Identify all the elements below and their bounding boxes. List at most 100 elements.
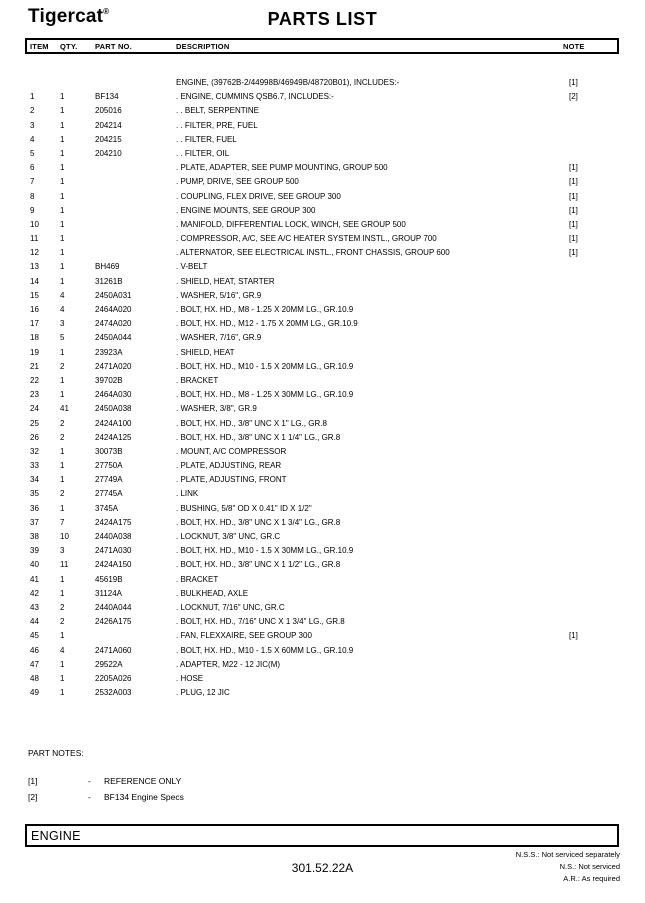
cell-note: [2] [569, 92, 578, 102]
cell-desc: . BOLT, HX. HD., M8 - 1.25 X 20MM LG., G… [176, 305, 354, 314]
cell-part: 31261B [95, 276, 123, 286]
cell-qty: 1 [60, 219, 65, 229]
cell-item: 23 [30, 390, 39, 400]
table-row: 38 10 2440A038 . LOCKNUT, 3/8" UNC, GR.C [30, 530, 620, 544]
cell-qty: 1 [60, 631, 65, 641]
cell-desc: . MANIFOLD, DIFFERENTIAL LOCK, WINCH, SE… [176, 219, 406, 229]
table-row: 13 1 BH469 . V-BELT [30, 260, 620, 274]
cell-note [569, 587, 620, 601]
table-row: 37 7 2424A175 . BOLT, HX. HD., 3/8" UNC X 1… [30, 516, 620, 530]
cell-qty: 1 [60, 92, 65, 102]
cell-desc: . BUSHING, 5/8" OD X 0.41" ID X 1/2" [176, 503, 312, 513]
cell-qty: 1 [60, 574, 65, 584]
cell-item: 32 [30, 446, 39, 456]
cell-note [569, 260, 620, 274]
part-note-separator: - [88, 791, 91, 802]
cell-part: 2471A060 [95, 645, 132, 655]
section-title-box: ENGINE [25, 824, 619, 847]
cell-qty: 2 [60, 418, 65, 428]
table-row: 47 1 29522A . ADAPTER, M22 - 12 JIC(M) [30, 658, 620, 672]
cell-desc: . PLUG, 12 JIC [176, 688, 230, 698]
part-note-ref: [2] [28, 791, 38, 802]
table-row: 41 1 45619B . BRACKET [30, 573, 620, 587]
column-header-note: NOTE [563, 41, 585, 51]
part-note-text: BF134 Engine Specs [104, 791, 184, 802]
cell-item: 42 [30, 588, 39, 598]
cell-desc: . BRACKET [176, 574, 219, 584]
legend-line: N.S.S.: Not serviced separately [515, 850, 620, 859]
cell-part: BH469 [95, 262, 120, 272]
cell-part: 2424A150 [95, 560, 132, 570]
cell-desc: . WASHER, 3/8", GR.9 [176, 404, 257, 414]
cell-desc: . . BELT, SERPENTINE [176, 106, 259, 116]
cell-note [569, 147, 620, 161]
cell-part: 31124A [95, 588, 122, 598]
cell-note [569, 289, 620, 303]
cell-part: 27745A [95, 489, 123, 499]
cell-item: 5 [30, 148, 35, 158]
part-note-text: REFERENCE ONLY [104, 776, 182, 786]
cell-item: 26 [30, 432, 39, 442]
part-notes-list: [1] - REFERENCE ONLY [2] - BF134 Engine Specs [28, 774, 184, 805]
cell-note [569, 459, 620, 473]
table-row: 35 2 27745A . LINK [30, 487, 620, 501]
cell-qty: 1 [60, 262, 65, 272]
cell-desc: . BOLT, HX. HD., M12 - 1.75 X 20MM LG., … [176, 319, 358, 329]
cell-desc: . ALTERNATOR, SEE ELECTRICAL INSTL., FRO… [176, 248, 450, 258]
cell-item: 12 [30, 248, 39, 258]
table-row: 34 1 27749A . PLATE, ADJUSTING, FRONT [30, 473, 620, 487]
cell-qty: 1 [60, 461, 65, 471]
cell-note [569, 686, 620, 700]
cell-qty: 1 [60, 163, 65, 173]
part-note: [1] - REFERENCE ONLY [28, 774, 184, 790]
cell-part: 2450A038 [95, 404, 132, 414]
table-body: ENGINE, (39762B-2/44998B/46949B/48720B01… [30, 76, 620, 700]
table-row: 32 1 30073B . MOUNT, A/C COMPRESSOR [30, 445, 620, 459]
cell-desc: . LOCKNUT, 3/8" UNC, GR.C [176, 532, 281, 541]
table-row: 4 1 204215 . . FILTER, FUEL [30, 133, 620, 147]
cell-note: [1] [569, 219, 578, 229]
cell-desc: . BRACKET [176, 375, 219, 385]
cell-note [569, 374, 620, 388]
table-row: 36 1 3745A . BUSHING, 5/8" OD X 0.41" ID X … [30, 502, 620, 516]
cell-part: 2440A044 [95, 602, 132, 612]
table-row: 23 1 2464A030 . BOLT, HX. HD., M8 - 1.25 X … [30, 388, 620, 402]
cell-qty: 1 [60, 120, 65, 130]
cell-qty: 1 [60, 659, 65, 669]
cell-desc: . BOLT, HX. HD., 3/8" UNC X 1" LG., GR.8 [176, 418, 327, 428]
table-row: 39 3 2471A030 . BOLT, HX. HD., M10 - 1.5 X … [30, 544, 620, 558]
cell-part: 2424A175 [95, 517, 132, 527]
part-note-ref: [1] [28, 776, 38, 786]
cell-item: 24 [30, 404, 39, 414]
table-row: 7 1 . PUMP, DRIVE, SEE GROUP 500 [1] [30, 175, 620, 189]
table-row: 3 1 204214 . . FILTER, PRE, FUEL [30, 119, 620, 133]
table-row: 46 4 2471A060 . BOLT, HX. HD., M10 - 1.5 X … [30, 644, 620, 658]
cell-part: 2474A020 [95, 319, 132, 329]
cell-item: 7 [30, 177, 35, 187]
cell-note: [1] [569, 205, 578, 215]
cell-qty: 1 [60, 248, 65, 258]
legend-line: A.R.: As required [563, 874, 620, 883]
cell-item: 18 [30, 333, 39, 343]
column-header-qty: QTY. [60, 41, 78, 51]
cell-part: 2464A030 [95, 390, 132, 400]
cell-qty: 1 [60, 688, 65, 698]
cell-note [569, 317, 620, 331]
cell-qty: 1 [60, 347, 65, 357]
table-row: 5 1 204210 . . FILTER, OIL [30, 147, 620, 161]
cell-desc: . LINK [176, 489, 199, 499]
cell-qty: 4 [60, 645, 65, 655]
table-row: 1 1 BF134 . ENGINE, CUMMINS QSB6.7, INCLUDE… [30, 90, 620, 104]
cell-note [569, 388, 620, 402]
cell-qty: 1 [60, 205, 65, 215]
section-title: ENGINE [31, 828, 81, 843]
cell-item: 22 [30, 375, 39, 385]
cell-desc: . HOSE [176, 673, 204, 683]
cell-item: 10 [30, 219, 39, 229]
cell-desc: . SHIELD, HEAT [176, 347, 235, 357]
cell-part: 2450A044 [95, 333, 132, 343]
cell-item: 2 [30, 106, 35, 116]
cell-qty: 1 [60, 475, 65, 485]
cell-part: 45619B [95, 574, 123, 584]
